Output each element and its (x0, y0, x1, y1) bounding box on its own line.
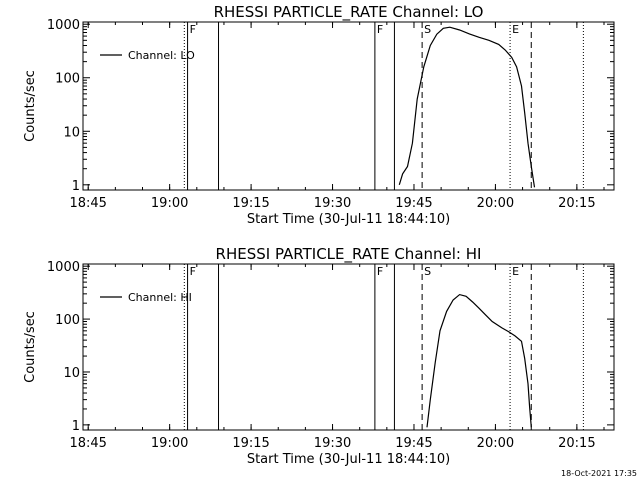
x-tick-label: 18:45 (69, 196, 106, 211)
x-axis-label: Start Time (30-Jul-11 18:44:10) (247, 212, 450, 227)
x-tick-label: 20:00 (477, 196, 514, 211)
y-tick-label: 10 (63, 366, 80, 381)
y-tick-label: 1 (72, 419, 80, 434)
marker-label: S (424, 23, 431, 36)
x-tick-label: 20:15 (558, 436, 595, 451)
y-tick-label: 100 (55, 72, 80, 87)
x-axis-label: Start Time (30-Jul-11 18:44:10) (247, 452, 450, 467)
x-tick-label: 19:00 (151, 436, 188, 451)
panel-lo: RHESSI PARTICLE_RATE Channel: LO Counts/s… (23, 3, 615, 227)
marker-label: F (377, 23, 383, 36)
footer-timestamp: 18-Oct-2021 17:35 (561, 469, 637, 478)
y-tick-label: 1 (72, 179, 80, 194)
x-tick-label: 18:45 (69, 436, 106, 451)
chart-title: RHESSI PARTICLE_RATE Channel: LO (214, 3, 484, 22)
marker-label: F (190, 23, 196, 36)
x-tick-label: 19:00 (151, 196, 188, 211)
marker-label: F (377, 265, 383, 278)
y-tick-label: 10 (63, 125, 80, 140)
plot-frame (82, 21, 615, 191)
y-tick-label: 100 (55, 313, 80, 328)
marker-label: S (424, 265, 431, 278)
x-tick-label: 19:15 (232, 196, 269, 211)
series-line-channel-hi (426, 293, 532, 428)
x-tick-label: 19:45 (395, 436, 432, 451)
legend-entry: Channel: HI (128, 291, 192, 304)
y-tick-label: 1000 (47, 18, 80, 33)
y-axis-label: Counts/sec (23, 311, 38, 383)
plot-frame (82, 263, 615, 431)
panel-hi: RHESSI PARTICLE_RATE Channel: HI Counts/s… (23, 245, 615, 467)
y-axis-label: Counts/sec (23, 70, 38, 142)
x-tick-label: 19:45 (395, 196, 432, 211)
x-tick-label: 19:30 (314, 436, 351, 451)
x-tick-label: 19:15 (232, 436, 269, 451)
y-tick-label: 1000 (47, 260, 80, 275)
legend-entry: Channel: LO (128, 49, 195, 62)
marker-label: E (512, 23, 519, 36)
marker-label: F (190, 265, 196, 278)
chart-title: RHESSI PARTICLE_RATE Channel: HI (216, 245, 482, 264)
x-tick-label: 20:15 (558, 196, 595, 211)
series-line-channel-lo (398, 26, 536, 188)
marker-label: E (512, 265, 519, 278)
x-tick-label: 20:00 (477, 436, 514, 451)
x-tick-label: 19:30 (314, 196, 351, 211)
